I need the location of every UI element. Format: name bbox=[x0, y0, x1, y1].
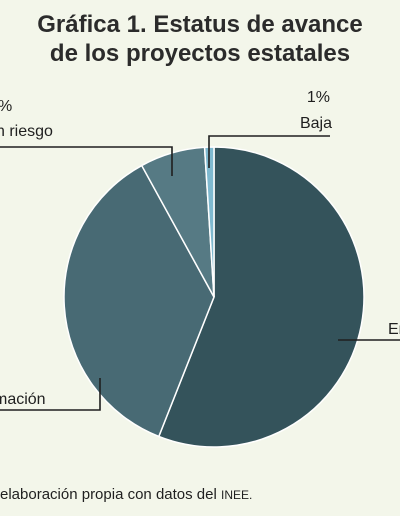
source-note: elaboración propia con datos del INEE. bbox=[0, 486, 400, 503]
chart-title-line-2: de los proyectos estatales bbox=[49, 40, 351, 67]
slice-3-label: Baja bbox=[300, 115, 332, 132]
slice-1-label: mación bbox=[0, 391, 46, 408]
source-text: elaboración propia con datos del bbox=[0, 486, 221, 503]
chart-title-line-1: Gráfica 1. Estatus de avance bbox=[37, 11, 363, 38]
source-abbr: INEE. bbox=[221, 488, 253, 502]
pie-slice-1 bbox=[63, 164, 215, 438]
pie-slice-0 bbox=[157, 146, 365, 448]
leader-line-2 bbox=[0, 146, 173, 176]
slice-3-percent-label: 1% bbox=[307, 89, 330, 106]
slice-2-percent-label: % bbox=[0, 98, 12, 115]
slice-0-label: En bbox=[388, 321, 400, 338]
leader-line-3 bbox=[208, 135, 330, 168]
slice-2-label: n riesgo bbox=[0, 123, 53, 140]
chart-title: Gráfica 1. Estatus de avance de los proy… bbox=[0, 10, 400, 68]
leader-line-1 bbox=[0, 378, 101, 411]
